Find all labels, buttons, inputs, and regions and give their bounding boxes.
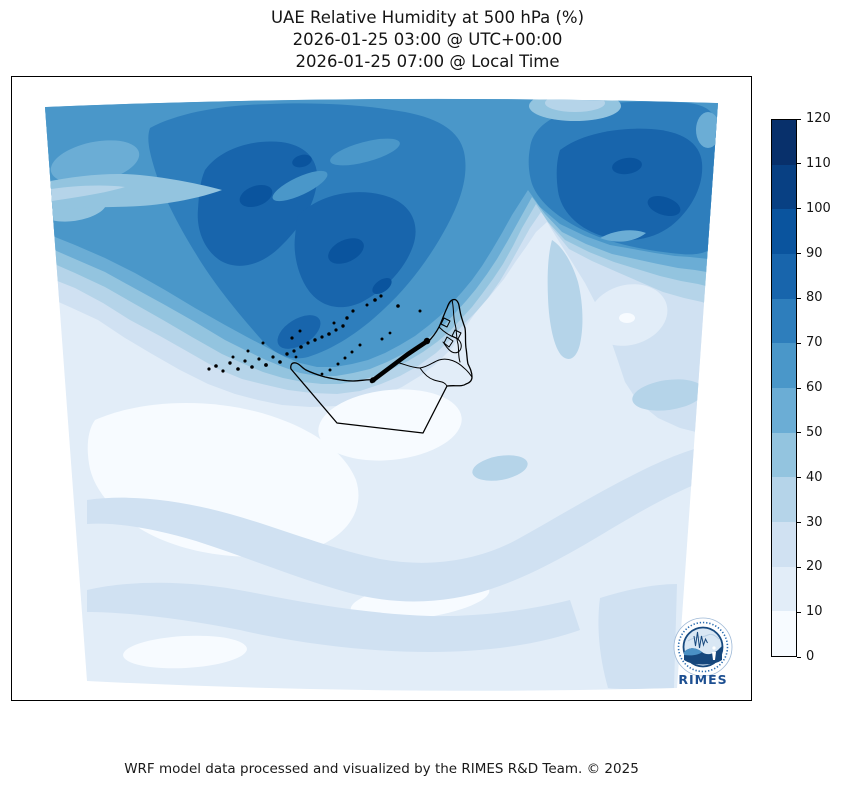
- colorbar-segment: [772, 209, 796, 255]
- colorbar-segment: [772, 343, 796, 389]
- colorbar-segment: [772, 611, 796, 657]
- colorbar-segment: [772, 120, 796, 165]
- colorbar-segment: [772, 432, 796, 478]
- colorbar-tick-label: 10: [806, 604, 823, 620]
- rimes-logo: RIMES: [673, 617, 733, 687]
- colorbar-segment: [772, 388, 796, 433]
- colorbar-segment: [772, 477, 796, 523]
- title-utc-time: 2026-01-25 03:00 @ UTC+00:00: [292, 30, 563, 49]
- colorbar-tick-label: 100: [806, 200, 831, 216]
- colorbar-tick-label: 40: [806, 469, 823, 485]
- colorbar: 0 10 20 30 40 50 60 70 80 90 100 110 120: [771, 111, 844, 664]
- colorbar-tick-label: 20: [806, 559, 823, 575]
- colorbar-segment: [772, 522, 796, 567]
- colorbar-segment: [772, 254, 796, 299]
- colorbar-tick-label: 50: [806, 424, 823, 440]
- title-variable: UAE Relative Humidity at 500 hPa (%): [270, 8, 585, 27]
- colorbar-tick-mark: [797, 253, 801, 254]
- colorbar-tick-mark: [797, 477, 801, 479]
- colorbar-tick-label: 60: [806, 380, 823, 395]
- coastal-islands-dots: [207, 294, 431, 384]
- colorbar-tick-label: 110: [806, 155, 831, 171]
- colorbar-tick-label: 90: [806, 245, 823, 261]
- colorbar-tick-mark: [797, 118, 801, 120]
- colorbar-segments: [771, 119, 797, 657]
- colorbar-tick-mark: [797, 656, 801, 658]
- map-canvas: RIMES: [45, 98, 733, 691]
- logo-figure: [712, 652, 716, 660]
- colorbar-tick-mark: [797, 297, 801, 299]
- logo-ring-text: [677, 621, 729, 673]
- logo-seismograph: [693, 631, 708, 649]
- colorbar-tick-mark: [797, 387, 801, 389]
- colorbar-tick-mark: [797, 566, 801, 568]
- logo-label: RIMES: [678, 672, 727, 687]
- figure-caption: WRF model data processed and visualized …: [124, 761, 639, 777]
- colorbar-tick-mark: [797, 611, 801, 613]
- title-local-time: 2026-01-25 07:00 @ Local Time: [295, 52, 560, 71]
- colorbar-tick-mark: [797, 432, 801, 434]
- colorbar-tick-label: 120: [806, 111, 831, 126]
- colorbar-segment: [772, 566, 796, 612]
- colorbar-segment: [772, 164, 796, 210]
- colorbar-tick-label: 80: [806, 290, 823, 306]
- colorbar-tick-mark: [797, 208, 801, 210]
- humidity-contours: [45, 98, 718, 691]
- colorbar-tick-label: 30: [806, 514, 823, 530]
- uae-border: [290, 298, 473, 434]
- colorbar-tick-label: 70: [806, 335, 823, 351]
- colorbar-tick-mark: [797, 163, 801, 165]
- colorbar-segment: [772, 298, 796, 344]
- colorbar-tick-label: 0: [806, 649, 815, 664]
- map-plot-frame: RIMES: [11, 76, 752, 701]
- colorbar-tick-mark: [797, 342, 801, 344]
- colorbar-tick-mark: [797, 522, 801, 523]
- figure-title: UAE Relative Humidity at 500 hPa (%) 202…: [11, 7, 844, 73]
